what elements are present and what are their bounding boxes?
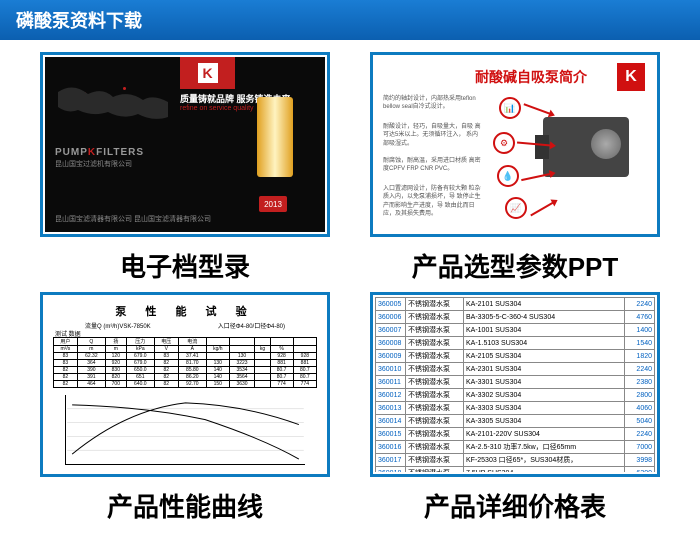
- card-label: 产品性能曲线: [107, 487, 263, 524]
- thumb-catalogue: K 质量铸就品牌 服务铸造未来 refine on service qualit…: [45, 57, 325, 232]
- header-title: 磷酸泵资料下载: [16, 11, 142, 31]
- table-row: 360007不锈钢潜水泵KA-1001 SUS3041400: [376, 324, 655, 337]
- feature-text-3: 耐腐蚀，耐高温，采用进口材质 高密度CPFV FRP CNR PVC。: [383, 157, 483, 174]
- thumb-ppt: 耐酸碱自吸泵简介 K 📊 ⚙ 💧 📈 简约的轴封设计，内部热采用teflon b…: [375, 57, 655, 232]
- download-card-catalogue[interactable]: K 质量铸就品牌 服务铸造未来 refine on service qualit…: [36, 52, 334, 284]
- tagline-en: refine on service quality: [180, 105, 254, 112]
- card-label: 产品详细价格表: [424, 487, 606, 524]
- table-row: 360017不锈钢潜水泵KF-25303 口径65*，SUS304材质，3998: [376, 454, 655, 467]
- thumb-curve: 泵 性 能 试 验 流量Q (m³/h)VSK-7850K 入口径Φ4-80/口…: [45, 297, 325, 472]
- year-badge: 2013: [259, 196, 287, 212]
- company-name-1: 昆山国宝过滤机有限公司: [55, 159, 132, 169]
- thumb-border: 耐酸碱自吸泵简介 K 📊 ⚙ 💧 📈 简约的轴封设计，内部热采用teflon b…: [370, 52, 660, 237]
- k-logo-badge: K: [180, 57, 235, 89]
- curve-title: 泵 性 能 试 验: [45, 303, 325, 319]
- price-table: 360005不锈钢潜水泵KA-2101 SUS3042240360006不锈钢潜…: [375, 297, 655, 472]
- thumb-price-table: 360005不锈钢潜水泵KA-2101 SUS3042240360006不锈钢潜…: [375, 297, 655, 472]
- page-header: 磷酸泵资料下载: [0, 0, 700, 40]
- table-row: 360012不锈钢潜水泵KA-3302 SUS3042800: [376, 389, 655, 402]
- pump-product-icon: [543, 117, 629, 177]
- feature-text-2: 耐酸设计，轻巧，自吸量大，自吸 高可达5米以上。无须循环注入， 系内部吸湿式。: [383, 123, 483, 148]
- curve-sub-left: 流量Q (m³/h)VSK-7850K: [85, 321, 151, 330]
- feature-icon: 📈: [505, 197, 527, 219]
- table-row: 360014不锈钢潜水泵KA-3305 SUS3045040: [376, 415, 655, 428]
- table-row: 360016不锈钢潜水泵KA-2.5-310 功率7.5kw，口径65mm700…: [376, 441, 655, 454]
- feature-text-4: 入口置滤网设计，防备有较大颗 粒杂质入内，以免泵浦损坏，导 致停止生产而影响生产…: [383, 185, 483, 219]
- table-row: 360010不锈钢潜水泵KA-2301 SUS3042240: [376, 363, 655, 376]
- thumb-border: K 质量铸就品牌 服务铸造未来 refine on service qualit…: [40, 52, 330, 237]
- download-card-curve[interactable]: 泵 性 能 试 验 流量Q (m³/h)VSK-7850K 入口径Φ4-80/口…: [36, 292, 334, 524]
- k-logo-badge: K: [617, 63, 645, 91]
- card-label: 电子档型录: [120, 247, 250, 284]
- ppt-title: 耐酸碱自吸泵简介: [475, 67, 587, 87]
- performance-chart: [65, 395, 305, 465]
- gold-card-icon: [257, 97, 293, 177]
- download-card-ppt[interactable]: 耐酸碱自吸泵简介 K 📊 ⚙ 💧 📈 简约的轴封设计，内部热采用teflon b…: [366, 52, 664, 284]
- table-row: 360006不锈钢潜水泵BA-3305-5-C-360-4 SUS3044760: [376, 311, 655, 324]
- table-row: 360015不锈钢潜水泵KA-2101-220V SUS3042240: [376, 428, 655, 441]
- table-row: 360009不锈钢潜水泵KA-2105 SUS3041820: [376, 350, 655, 363]
- thumb-border: 泵 性 能 试 验 流量Q (m³/h)VSK-7850K 入口径Φ4-80/口…: [40, 292, 330, 477]
- table-row: 360008不锈钢潜水泵KA-1.5103 SUS3041540: [376, 337, 655, 350]
- table-row: 360011不锈钢潜水泵KA-3301 SUS3042380: [376, 376, 655, 389]
- card-label: 产品选型参数PPT: [412, 247, 619, 284]
- curve-sub-right: 入口径Φ4-80/口径Φ4-80): [218, 321, 285, 330]
- table-row: 360018不锈钢潜水泵7.5HP SUS3046300: [376, 467, 655, 473]
- table-row: 360013不锈钢潜水泵KA-3303 SUS3044060: [376, 402, 655, 415]
- feature-icon: ⚙: [493, 132, 515, 154]
- table-row: 360005不锈钢潜水泵KA-2101 SUS3042240: [376, 298, 655, 311]
- thumb-border: 360005不锈钢潜水泵KA-2101 SUS3042240360006不锈钢潜…: [370, 292, 660, 477]
- company-name-2: 昆山国宝滤清器有限公司 昆山国宝滤清器有限公司: [55, 215, 211, 224]
- world-map-icon: [53, 72, 173, 142]
- brand-text: PUMPKFILTERS: [55, 147, 144, 158]
- feature-icon: 📊: [499, 97, 521, 119]
- download-grid: K 质量铸就品牌 服务铸造未来 refine on service qualit…: [0, 40, 700, 536]
- download-card-price[interactable]: 360005不锈钢潜水泵KA-2101 SUS3042240360006不锈钢潜…: [366, 292, 664, 524]
- curve-data-table: 用户Q扬压力电压电流m³/smmkPaVAkg/hkg%8362.3212067…: [53, 337, 317, 388]
- feature-icon: 💧: [497, 165, 519, 187]
- feature-text-1: 简约的轴封设计，内部热采用teflon bellow seal自冷式设计。: [383, 95, 483, 112]
